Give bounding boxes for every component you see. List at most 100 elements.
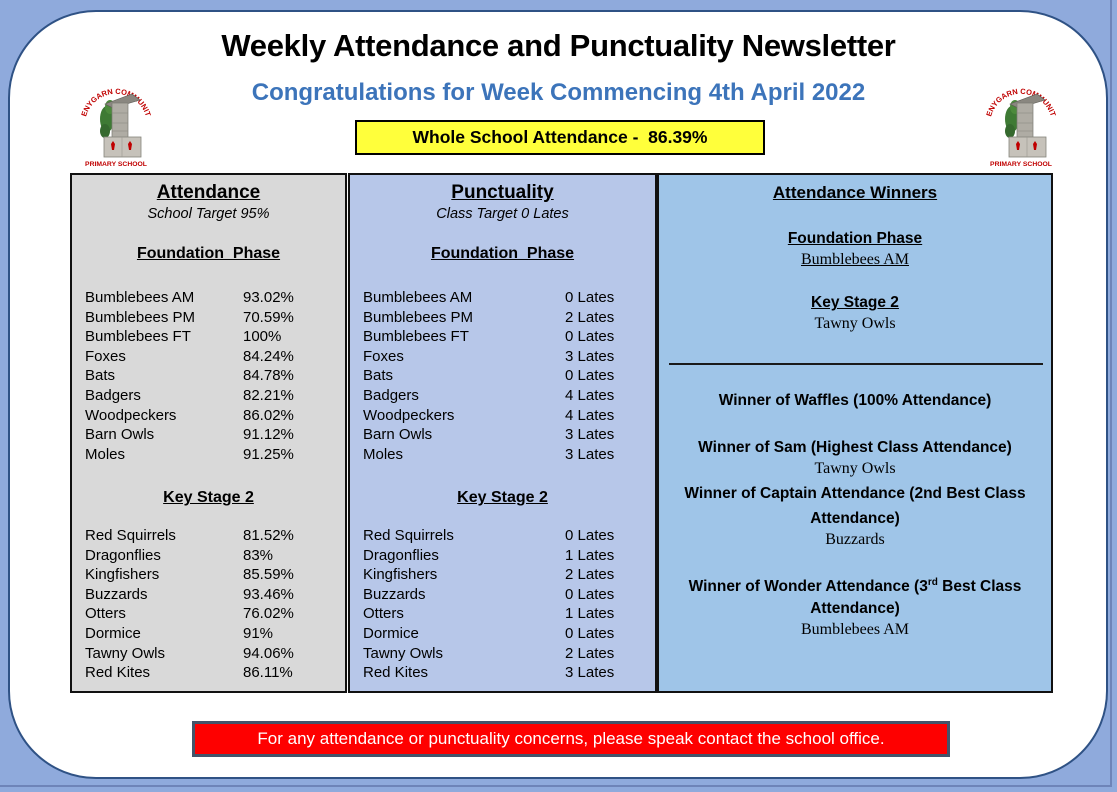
award-title-text: Best Class Attendance) (810, 578, 1022, 617)
table-row: Red Squirrels 81.52% (85, 526, 340, 546)
class-name: Dormice (85, 624, 141, 642)
table-row: Dormice 0 Lates (363, 624, 650, 644)
school-logo-icon: PENYGARN COMMUNITY PRIMARY SCHOOL (982, 73, 1058, 168)
table-row: Red Squirrels 0 Lates (363, 526, 650, 546)
attendance-value: 83% (243, 546, 274, 564)
table-row: Foxes 84.24% (85, 347, 340, 367)
table-row: Barn Owls 91.12% (85, 425, 340, 445)
winners-ks2-header: Key Stage 2 (811, 294, 899, 311)
attendance-value: 91.12% (243, 426, 294, 444)
table-row: Otters 1 Lates (363, 604, 650, 624)
class-name: Barn Owls (363, 426, 433, 444)
school-logo-left: PENYGARN COMMUNITY PRIMARY SCHOOL (77, 73, 155, 168)
class-name: Otters (85, 605, 126, 623)
award-title-text: Winner of Captain Attendance (2nd Best C… (684, 485, 1026, 528)
lates-value: 0 Lates (565, 328, 615, 346)
lates-value: 2 Lates (565, 644, 615, 662)
table-row: Bats 84.78% (85, 366, 340, 386)
winners-foundation-winner: Bumblebees AM (801, 251, 909, 268)
logo-bottom-text: PRIMARY SCHOOL (990, 161, 1052, 168)
attendance-ks2-list: Red Squirrels 81.52% Dragonflies 83% Kin… (85, 526, 340, 683)
attendance-target: School Target 95% (147, 206, 270, 222)
attendance-column: Attendance School Target 95% Foundation … (70, 173, 347, 693)
winners-divider-line (669, 363, 1043, 365)
lates-value: 0 Lates (565, 367, 615, 385)
lates-value: 3 Lates (565, 347, 615, 365)
class-name: Kingfishers (85, 566, 160, 584)
table-row: Barn Owls 3 Lates (363, 425, 650, 445)
page-title: Weekly Attendance and Punctuality Newsle… (221, 28, 896, 63)
attendance-value: 91.25% (243, 445, 294, 463)
attendance-value: 84.78% (243, 367, 294, 385)
award-title-text: Winner of Wonder Attendance (3 (688, 578, 928, 596)
attendance-value: 93.02% (243, 289, 294, 306)
award-item: Winner of Captain Attendance (2nd Best C… (668, 483, 1042, 550)
attendance-value: 94.06% (243, 644, 294, 662)
school-logo-right: PENYGARN COMMUNITY PRIMARY SCHOOL (982, 73, 1060, 168)
lates-value: 3 Lates (565, 664, 615, 682)
winners-foundation-header: Foundation Phase (787, 230, 923, 247)
lates-value: 0 Lates (565, 585, 615, 603)
lates-value: 1 Lates (565, 605, 615, 623)
table-row: Red Kites 86.11% (85, 663, 340, 683)
class-name: Red Kites (363, 664, 429, 682)
logo-bottom-text: PRIMARY SCHOOL (85, 161, 147, 168)
table-row: Buzzards 93.46% (85, 585, 340, 605)
attendance-value: 100% (243, 328, 282, 346)
attendance-value: 85.59% (243, 566, 294, 584)
attendance-foundation-list: Bumblebees AM 93.02% Bumblebees PM 70.59… (85, 288, 340, 464)
award-title: Winner of Sam (Highest Class Attendance) (668, 433, 1042, 458)
attendance-value: 70.59% (243, 308, 294, 326)
class-name: Red Squirrels (85, 527, 176, 544)
attendance-value: 84.24% (243, 347, 294, 365)
class-name: Foxes (363, 347, 404, 365)
class-name: Otters (363, 605, 404, 623)
table-row: Bumblebees FT 100% (85, 327, 340, 347)
award-winner: Tawny Owls (814, 460, 896, 478)
class-name: Bumblebees PM (363, 308, 474, 326)
table-row: Tawny Owls 2 Lates (363, 644, 650, 664)
table-row: Red Kites 3 Lates (363, 663, 650, 683)
award-title: Winner of Wonder Attendance (3rd Best Cl… (668, 572, 1042, 618)
table-row: Badgers 4 Lates (363, 386, 650, 406)
class-name: Red Kites (85, 664, 151, 682)
class-name: Woodpeckers (363, 406, 455, 424)
award-item: Winner of Wonder Attendance (3rd Best Cl… (668, 572, 1042, 639)
table-row: Otters 76.02% (85, 604, 340, 624)
class-name: Dragonflies (85, 546, 161, 564)
table-row: Moles 3 Lates (363, 445, 650, 465)
table-row: Moles 91.25% (85, 445, 340, 465)
table-row: Dragonflies 1 Lates (363, 546, 650, 566)
attendance-value: 91% (243, 624, 274, 642)
class-name: Dragonflies (363, 546, 439, 564)
award-title: Winner of Waffles (100% Attendance) (668, 386, 1042, 411)
table-row: Bumblebees PM 70.59% (85, 308, 340, 328)
attendance-heading: Attendance (156, 182, 261, 203)
winners-column: Attendance Winners Foundation Phase Bumb… (657, 173, 1053, 693)
award-title-superscript: rd (927, 577, 938, 589)
table-row: Woodpeckers 4 Lates (363, 406, 650, 426)
whole-school-attendance-banner: Whole School Attendance - 86.39% (355, 120, 765, 155)
page-subtitle: Congratulations for Week Commencing 4th … (251, 79, 866, 106)
table-row: Bumblebees AM 93.02% (85, 288, 340, 308)
attendance-value: 86.11% (243, 664, 293, 682)
lates-value: 1 Lates (565, 546, 615, 564)
lates-value: 3 Lates (565, 426, 615, 444)
attendance-value: 76.02% (243, 605, 294, 623)
award-winner: Buzzards (825, 531, 885, 549)
award-title-text: Winner of Sam (Highest Class Attendance) (698, 439, 1012, 457)
attendance-value: 82.21% (243, 386, 294, 404)
winners-heading: Attendance Winners (772, 183, 938, 202)
lates-value: 2 Lates (565, 566, 615, 584)
class-name: Tawny Owls (85, 644, 166, 662)
table-row: Buzzards 0 Lates (363, 585, 650, 605)
awards-list: Winner of Waffles (100% Attendance) Winn… (668, 386, 1042, 662)
table-row: Kingfishers 2 Lates (363, 565, 650, 585)
class-name: Bumblebees FT (363, 328, 469, 346)
class-name: Bumblebees PM (85, 308, 196, 326)
footer-notice-banner: For any attendance or punctuality concer… (192, 721, 950, 757)
class-name: Bats (85, 367, 116, 385)
class-name: Dormice (363, 624, 419, 642)
award-item: Winner of Sam (Highest Class Attendance)… (668, 433, 1042, 479)
